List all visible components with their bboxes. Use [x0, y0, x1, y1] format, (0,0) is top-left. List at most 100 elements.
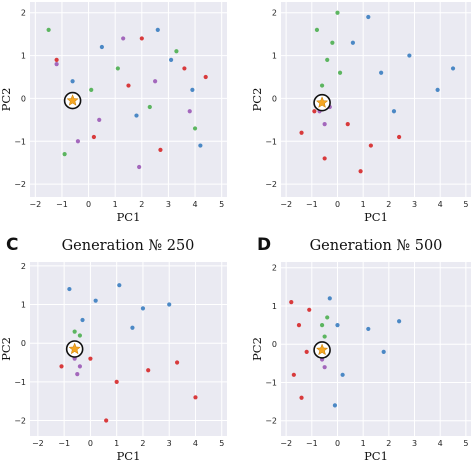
panel-letter: D — [257, 235, 271, 255]
data-point — [104, 418, 109, 423]
data-point — [325, 57, 330, 62]
data-point — [88, 356, 93, 361]
data-point — [75, 139, 81, 144]
data-point — [314, 27, 320, 32]
data-point — [91, 134, 96, 140]
data-point — [381, 349, 386, 354]
y-tick-label: −1 — [14, 378, 26, 387]
data-point — [407, 53, 412, 58]
y-tick-label: 1 — [21, 301, 26, 310]
y-tick-label: 0 — [272, 94, 277, 103]
data-point — [67, 286, 72, 292]
x-tick-label: 5 — [219, 200, 224, 209]
x-tick-label: 4 — [438, 200, 443, 209]
x-tick-label: 2 — [386, 439, 391, 448]
data-point — [366, 326, 371, 332]
data-point — [155, 27, 160, 32]
y-tick-label: −2 — [265, 417, 277, 426]
y-tick-label: −2 — [14, 180, 26, 189]
data-point — [54, 57, 59, 62]
x-tick-label: −1 — [58, 439, 70, 448]
star-icon — [315, 343, 329, 356]
data-point — [322, 365, 327, 370]
x-tick-label: 2 — [140, 439, 145, 448]
data-point — [126, 83, 131, 88]
data-point — [312, 109, 317, 114]
y-tick-label: 0 — [21, 94, 26, 103]
x-tick-label: 2 — [386, 200, 391, 209]
data-point — [97, 117, 102, 122]
data-point — [198, 143, 203, 148]
y-tick-label: 0 — [21, 339, 26, 348]
data-point — [168, 57, 174, 62]
data-point — [379, 70, 384, 75]
star-icon — [68, 342, 81, 355]
data-point — [368, 143, 373, 148]
data-point — [89, 87, 94, 92]
y-axis-label: PC2 — [0, 88, 13, 112]
x-tick-label: 3 — [166, 200, 171, 209]
data-point — [115, 66, 120, 71]
data-point — [190, 87, 195, 92]
x-axis-label: PC1 — [364, 449, 388, 463]
x-tick-label: −2 — [280, 200, 292, 209]
data-point — [114, 379, 119, 384]
data-point — [340, 372, 345, 377]
data-point — [358, 169, 363, 174]
data-point — [80, 317, 85, 323]
plot-background — [281, 262, 471, 436]
data-point — [99, 44, 104, 50]
data-point — [332, 403, 338, 408]
data-point — [335, 10, 340, 15]
data-point — [147, 104, 152, 110]
x-axis-label: PC1 — [117, 449, 141, 463]
panel-letter: C — [6, 235, 18, 255]
data-point — [130, 325, 135, 330]
data-point — [70, 79, 75, 84]
x-tick-label: 3 — [412, 439, 417, 448]
data-point — [203, 74, 208, 80]
y-tick-label: 1 — [272, 52, 277, 61]
data-point — [335, 322, 340, 328]
x-tick-label: 2 — [139, 200, 144, 209]
data-point — [59, 364, 64, 369]
data-point — [397, 134, 402, 140]
data-point — [72, 329, 77, 334]
x-tick-label: 0 — [335, 439, 340, 448]
data-point — [75, 372, 80, 377]
data-point — [139, 36, 144, 41]
x-tick-label: −1 — [56, 200, 68, 209]
x-tick-label: 1 — [113, 200, 118, 209]
y-tick-label: 2 — [272, 9, 277, 18]
data-point — [158, 147, 163, 152]
data-point — [322, 334, 327, 339]
star-icon — [315, 96, 329, 108]
data-point — [140, 306, 146, 311]
data-point — [296, 322, 302, 328]
data-point — [46, 27, 51, 32]
data-point — [322, 122, 327, 127]
data-point — [174, 49, 179, 54]
data-point — [337, 70, 343, 75]
data-point — [307, 307, 312, 312]
data-point — [325, 315, 330, 320]
x-tick-label: 0 — [86, 200, 91, 209]
data-point — [182, 66, 187, 71]
y-tick-label: 2 — [272, 264, 277, 273]
data-point — [450, 66, 456, 71]
data-point — [299, 395, 304, 400]
data-point — [117, 283, 122, 288]
x-tick-label: 1 — [361, 200, 366, 209]
data-point — [77, 333, 83, 338]
data-point — [291, 372, 296, 377]
x-tick-label: 4 — [193, 439, 198, 448]
x-tick-label: 1 — [361, 439, 366, 448]
y-tick-label: 0 — [272, 340, 277, 349]
data-point — [121, 36, 126, 41]
data-point — [146, 368, 151, 373]
panel-title: Generation № 250 — [62, 238, 195, 254]
x-axis-label: PC1 — [117, 210, 141, 224]
y-axis-label: PC2 — [0, 337, 13, 361]
